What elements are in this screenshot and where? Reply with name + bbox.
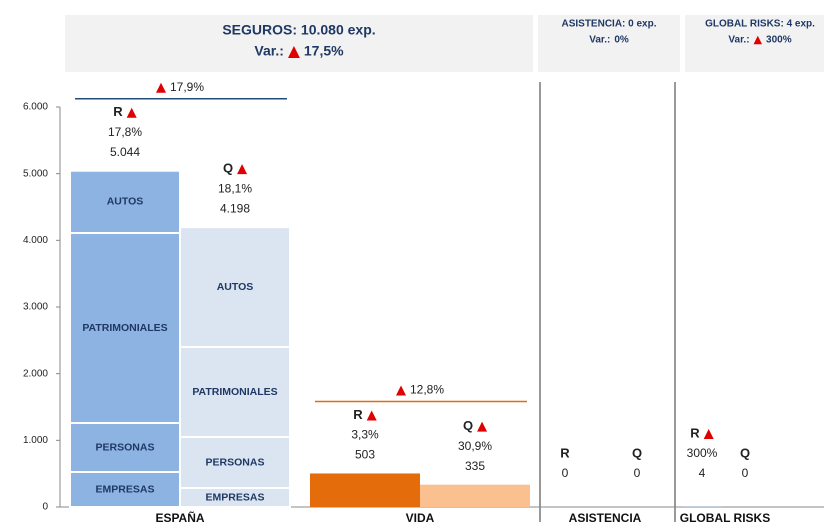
- header-box: [65, 15, 533, 72]
- y-tick-label: 1.000: [23, 435, 48, 446]
- y-tick-label: 6.000: [23, 102, 48, 113]
- bar-segment: [179, 226, 291, 348]
- bar-total-label: 5.044: [110, 145, 140, 159]
- header-title: ASISTENCIA: 0 exp.: [561, 19, 656, 30]
- header-var: 0%: [614, 35, 629, 46]
- header-var-label: Var.:: [728, 35, 749, 46]
- up-arrow: [395, 385, 406, 396]
- segment-label: EMPRESAS: [96, 483, 155, 495]
- bar-name: Q: [463, 418, 473, 433]
- bar-total-label: 503: [355, 448, 375, 462]
- bar-segment: [69, 232, 181, 424]
- bar-total-label: 4: [699, 466, 706, 480]
- bar-name: R: [690, 425, 700, 440]
- up-arrow: [155, 82, 166, 93]
- category-label: ESPAÑA: [155, 510, 204, 525]
- header-var: 17,5%: [304, 43, 344, 59]
- bar-total-label: 4.198: [220, 201, 250, 215]
- category-label: ASISTENCIA: [569, 511, 642, 525]
- header-box: [538, 15, 680, 72]
- bar-change: 18,1%: [218, 181, 252, 195]
- segment-label: PERSONAS: [96, 441, 155, 453]
- bar-change: 3,3%: [351, 428, 379, 442]
- y-tick-label: 3.000: [23, 302, 48, 313]
- header-var: 300%: [766, 35, 792, 46]
- bar-segment: [179, 436, 291, 489]
- up-arrow: [287, 46, 300, 58]
- bar-segment: [69, 471, 181, 508]
- bar-change: 300%: [687, 446, 718, 460]
- y-tick-label: 4.000: [23, 235, 48, 246]
- category-label: GLOBAL RISKS: [680, 511, 770, 525]
- category-label: VIDA: [406, 511, 435, 525]
- bar-change: 30,9%: [458, 439, 492, 453]
- bar-name: R: [113, 104, 123, 119]
- group-change: 17,9%: [170, 80, 204, 94]
- header-var-label: Var.:: [254, 43, 284, 59]
- bar-name: Q: [632, 445, 642, 460]
- header-title: SEGUROS: 10.080 exp.: [222, 22, 375, 38]
- y-tick-label: 2.000: [23, 368, 48, 379]
- bar-segment: [420, 484, 530, 507]
- up-arrow: [753, 35, 763, 45]
- bar-total-label: 0: [742, 466, 749, 480]
- bar-name: R: [353, 407, 363, 422]
- bar-total-label: 0: [634, 466, 641, 480]
- bar-name: R: [560, 445, 570, 460]
- group-change: 12,8%: [410, 383, 444, 397]
- segment-label: PERSONAS: [206, 456, 265, 468]
- bar-total-label: 335: [465, 459, 485, 473]
- bar-segment: [69, 169, 181, 235]
- header-title: GLOBAL RISKS: 4 exp.: [705, 19, 815, 30]
- segment-label: EMPRESAS: [206, 491, 265, 503]
- up-arrow: [703, 429, 714, 439]
- y-tick-label: 0: [42, 502, 48, 513]
- bar-change: 17,8%: [108, 125, 142, 139]
- segment-label: AUTOS: [107, 196, 144, 208]
- up-arrow: [126, 107, 137, 118]
- up-arrow: [366, 410, 377, 421]
- segment-label: PATRIMONIALES: [82, 322, 167, 334]
- bar-name: Q: [223, 161, 233, 176]
- y-tick-label: 5.000: [23, 168, 48, 179]
- up-arrow: [477, 421, 488, 432]
- header-var-label: Var.:: [589, 35, 610, 46]
- up-arrow: [237, 164, 248, 175]
- segment-label: AUTOS: [217, 281, 254, 293]
- bar-total-label: 0: [562, 466, 569, 480]
- segment-label: PATRIMONIALES: [192, 386, 277, 398]
- bar-name: Q: [740, 445, 750, 460]
- bar-segment: [310, 473, 420, 507]
